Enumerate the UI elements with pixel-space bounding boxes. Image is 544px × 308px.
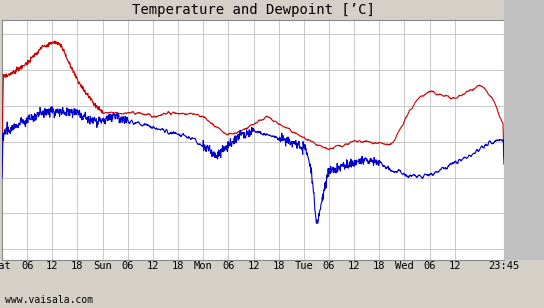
Text: Temperature and Dewpoint [’C]: Temperature and Dewpoint [’C] [132, 3, 374, 17]
Text: www.vaisala.com: www.vaisala.com [5, 295, 93, 305]
